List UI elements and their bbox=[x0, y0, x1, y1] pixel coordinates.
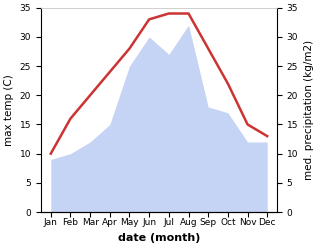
Y-axis label: med. precipitation (kg/m2): med. precipitation (kg/m2) bbox=[304, 40, 314, 180]
X-axis label: date (month): date (month) bbox=[118, 233, 200, 243]
Y-axis label: max temp (C): max temp (C) bbox=[4, 74, 14, 146]
